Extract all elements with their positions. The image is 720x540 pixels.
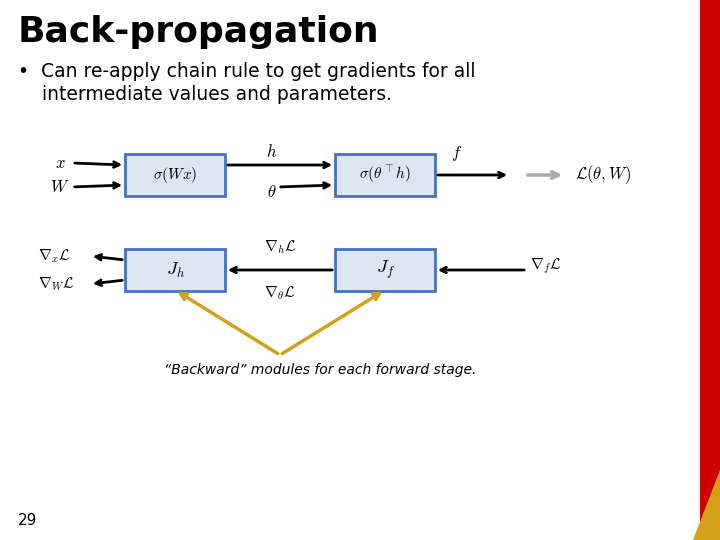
FancyBboxPatch shape: [335, 154, 435, 196]
FancyBboxPatch shape: [125, 249, 225, 291]
Text: $x$: $x$: [55, 154, 66, 172]
Text: $\nabla_f \mathcal{L}$: $\nabla_f \mathcal{L}$: [530, 256, 562, 276]
Text: •  Can re-apply chain rule to get gradients for all: • Can re-apply chain rule to get gradien…: [18, 62, 475, 81]
Text: $\theta$: $\theta$: [267, 183, 276, 201]
Text: 29: 29: [18, 513, 37, 528]
Text: $\nabla_W \mathcal{L}$: $\nabla_W \mathcal{L}$: [38, 275, 74, 293]
Text: $J_h$: $J_h$: [166, 260, 184, 280]
Text: $\nabla_\theta \mathcal{L}$: $\nabla_\theta \mathcal{L}$: [264, 284, 296, 302]
Text: $J_f$: $J_f$: [376, 259, 395, 281]
Text: $h$: $h$: [266, 143, 278, 161]
Text: “Backward” modules for each forward stage.: “Backward” modules for each forward stag…: [164, 363, 476, 377]
Text: intermediate values and parameters.: intermediate values and parameters.: [18, 85, 392, 104]
Text: $\sigma(\theta^\top h)$: $\sigma(\theta^\top h)$: [359, 164, 411, 186]
FancyBboxPatch shape: [335, 249, 435, 291]
Text: $\nabla_h \mathcal{L}$: $\nabla_h \mathcal{L}$: [264, 238, 296, 256]
Text: Back-propagation: Back-propagation: [18, 15, 379, 49]
Polygon shape: [693, 470, 720, 540]
Text: $\mathcal{L}(\theta, W)$: $\mathcal{L}(\theta, W)$: [575, 164, 631, 186]
FancyBboxPatch shape: [125, 154, 225, 196]
Text: $\nabla_x \mathcal{L}$: $\nabla_x \mathcal{L}$: [38, 247, 71, 265]
Text: $W$: $W$: [50, 178, 70, 196]
Bar: [700, 0, 720, 540]
Text: $f$: $f$: [451, 144, 463, 163]
Text: $\sigma(Wx)$: $\sigma(Wx)$: [153, 165, 197, 185]
